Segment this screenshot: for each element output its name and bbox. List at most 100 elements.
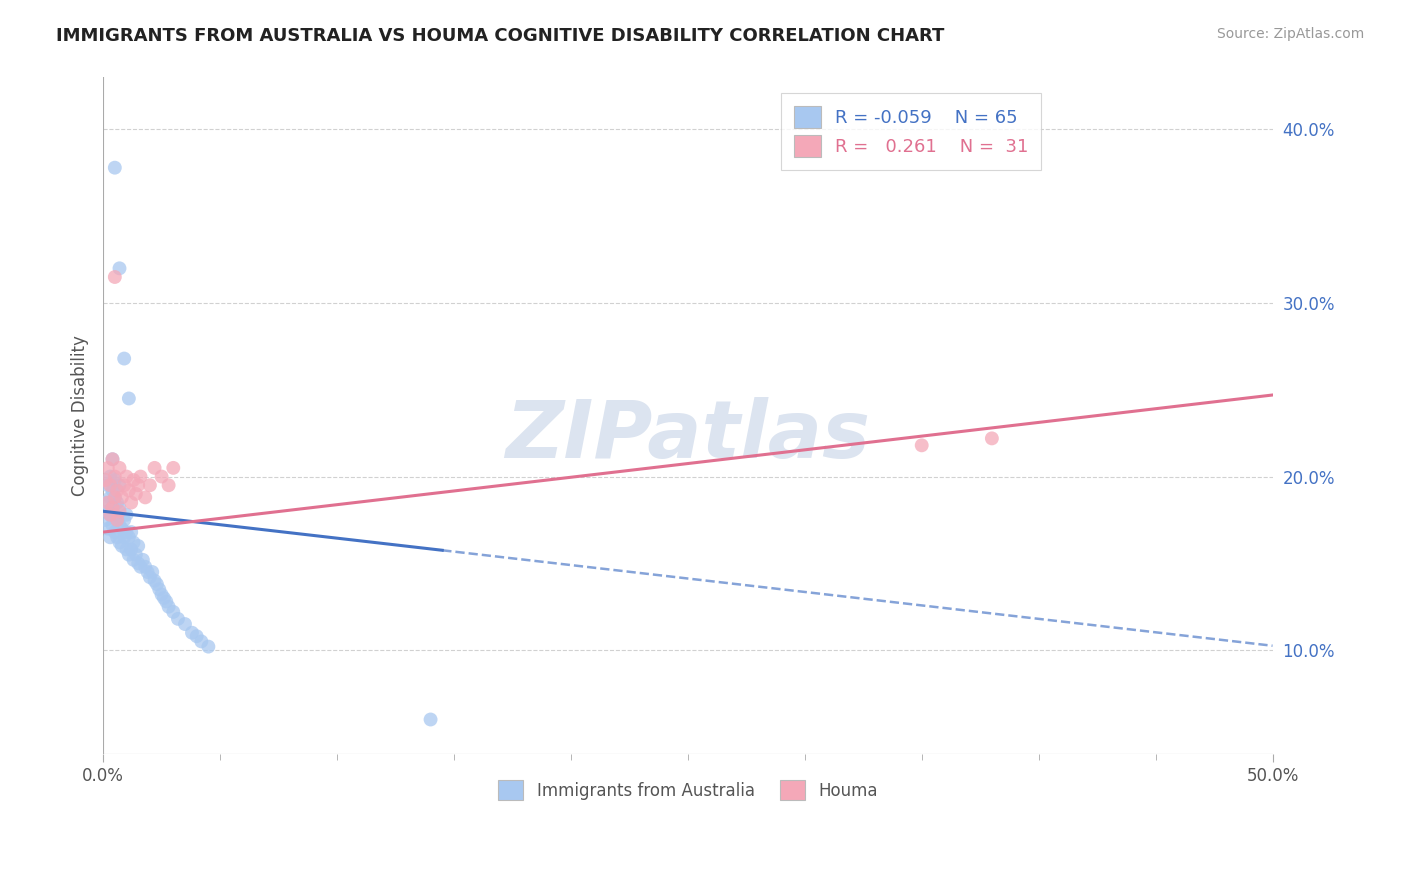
- Point: [143, 461, 166, 475]
- Point: [115, 542, 138, 557]
- Point: [108, 500, 131, 515]
- Point: [98, 508, 121, 522]
- Point: [174, 617, 197, 632]
- Point: [112, 513, 135, 527]
- Point: [97, 478, 120, 492]
- Point: [98, 508, 121, 522]
- Point: [101, 483, 124, 498]
- Point: [186, 629, 208, 643]
- Point: [153, 591, 176, 605]
- Point: [980, 431, 1002, 445]
- Point: [120, 525, 142, 540]
- Point: [122, 473, 145, 487]
- Point: [134, 491, 156, 505]
- Point: [108, 504, 131, 518]
- Point: [146, 577, 169, 591]
- Point: [125, 487, 148, 501]
- Point: [98, 491, 121, 505]
- Point: [108, 535, 131, 549]
- Point: [105, 495, 128, 509]
- Point: [134, 559, 156, 574]
- Point: [118, 548, 141, 562]
- Point: [120, 495, 142, 509]
- Point: [132, 553, 155, 567]
- Point: [105, 530, 128, 544]
- Point: [122, 553, 145, 567]
- Point: [98, 469, 121, 483]
- Point: [125, 548, 148, 562]
- Point: [97, 495, 120, 509]
- Point: [94, 513, 117, 527]
- Point: [104, 161, 127, 175]
- Point: [112, 478, 135, 492]
- Point: [105, 483, 128, 498]
- Point: [181, 625, 204, 640]
- Point: [150, 588, 173, 602]
- Point: [112, 351, 135, 366]
- Point: [148, 582, 170, 597]
- Point: [97, 504, 120, 518]
- Point: [115, 469, 138, 483]
- Point: [111, 491, 134, 505]
- Point: [150, 469, 173, 483]
- Point: [190, 634, 212, 648]
- Point: [97, 522, 120, 536]
- Point: [104, 270, 127, 285]
- Point: [141, 565, 163, 579]
- Point: [162, 461, 184, 475]
- Point: [115, 525, 138, 540]
- Point: [136, 565, 159, 579]
- Point: [98, 530, 121, 544]
- Point: [127, 478, 149, 492]
- Point: [118, 530, 141, 544]
- Point: [98, 478, 121, 492]
- Point: [104, 491, 127, 505]
- Point: [104, 473, 127, 487]
- Point: [139, 478, 162, 492]
- Point: [94, 473, 117, 487]
- Text: ZIPatlas: ZIPatlas: [505, 397, 870, 475]
- Point: [112, 530, 135, 544]
- Point: [127, 539, 149, 553]
- Point: [101, 500, 124, 515]
- Point: [108, 461, 131, 475]
- Point: [105, 513, 128, 527]
- Point: [139, 570, 162, 584]
- Point: [101, 500, 124, 515]
- Point: [111, 539, 134, 553]
- Point: [120, 542, 142, 557]
- Point: [105, 513, 128, 527]
- Point: [108, 261, 131, 276]
- Point: [911, 438, 934, 452]
- Text: IMMIGRANTS FROM AUSTRALIA VS HOUMA COGNITIVE DISABILITY CORRELATION CHART: IMMIGRANTS FROM AUSTRALIA VS HOUMA COGNI…: [56, 27, 945, 45]
- Y-axis label: Cognitive Disability: Cognitive Disability: [72, 335, 89, 496]
- Point: [197, 640, 219, 654]
- Point: [129, 559, 152, 574]
- Point: [143, 574, 166, 588]
- Legend: Immigrants from Australia, Houma: Immigrants from Australia, Houma: [485, 766, 891, 814]
- Point: [101, 452, 124, 467]
- Point: [108, 518, 131, 533]
- Point: [104, 508, 127, 522]
- Point: [118, 483, 141, 498]
- Point: [108, 478, 131, 492]
- Point: [104, 491, 127, 505]
- Text: Source: ZipAtlas.com: Source: ZipAtlas.com: [1216, 27, 1364, 41]
- Point: [101, 518, 124, 533]
- Point: [94, 495, 117, 509]
- Point: [122, 535, 145, 549]
- Point: [127, 557, 149, 571]
- Point: [155, 594, 177, 608]
- Point: [104, 469, 127, 483]
- Point: [97, 461, 120, 475]
- Point: [111, 522, 134, 536]
- Point: [115, 508, 138, 522]
- Point: [157, 599, 180, 614]
- Point: [101, 452, 124, 467]
- Point: [118, 392, 141, 406]
- Point: [167, 612, 190, 626]
- Point: [104, 525, 127, 540]
- Point: [419, 713, 441, 727]
- Point: [157, 478, 180, 492]
- Point: [162, 605, 184, 619]
